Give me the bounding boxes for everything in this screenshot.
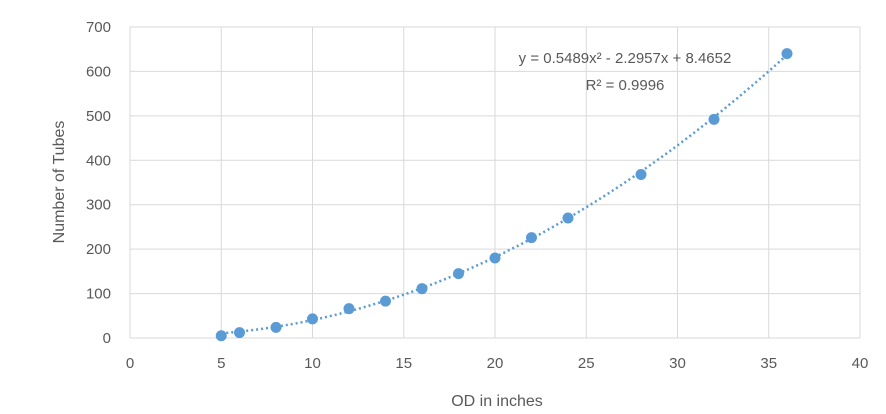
y-tick-label: 300 [86,197,111,214]
x-tick-label: 5 [217,355,225,372]
x-tick-label: 15 [395,355,412,372]
x-tick-label: 20 [487,355,504,372]
y-tick-label: 0 [103,330,111,347]
y-tick-label: 200 [86,241,111,258]
data-point [234,327,245,339]
data-point [562,212,574,224]
data-point [708,113,720,125]
data-point [635,169,647,181]
x-tick-label: 35 [760,355,777,372]
x-tick-label: 30 [669,355,686,372]
gridlines [129,26,861,339]
y-tick-label: 600 [86,63,111,80]
data-point [526,232,537,244]
data-point [215,330,227,342]
data-point [489,252,501,264]
data-point [343,303,355,315]
x-tick-label: 0 [126,355,134,372]
y-tick-label: 100 [86,286,111,303]
data-point [380,295,391,307]
x-axis-title: OD in inches [451,393,543,410]
y-tick-labels: 0 100 200 300 400 500 600 700 [86,19,111,347]
x-tick-label: 25 [578,355,595,372]
x-tick-label: 40 [852,355,869,372]
data-point [781,48,793,60]
r-squared-label: R² = 0.9996 [586,77,665,94]
trendline-equation: y = 0.5489x² - 2.2957x + 8.4652 [519,50,732,67]
data-point [270,321,282,333]
y-axis-title: Number of Tubes [51,121,68,244]
trendline [221,53,788,335]
y-tick-label: 500 [86,108,111,125]
data-point [416,283,428,295]
x-tick-labels: 0 5 10 15 20 25 30 35 40 [126,355,869,372]
x-tick-label: 10 [304,355,321,372]
data-point [453,268,464,280]
data-points [215,48,793,342]
data-point [307,313,318,325]
y-tick-label: 400 [86,152,111,169]
y-tick-label: 700 [86,19,111,36]
